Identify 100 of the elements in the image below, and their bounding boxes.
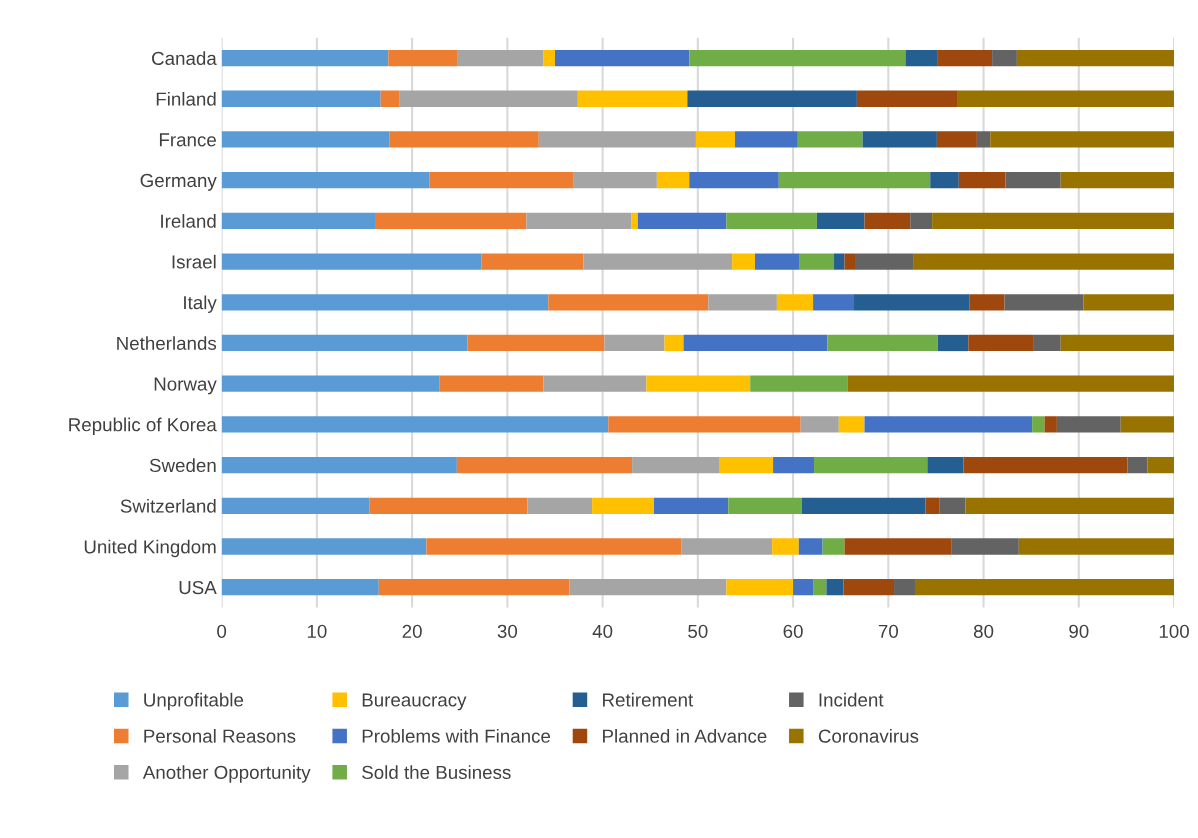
y-tick-label: Ireland [161, 214, 216, 228]
bar [937, 334, 969, 352]
bar [726, 212, 817, 230]
bar [687, 90, 857, 107]
y-tick-label: USA [179, 580, 217, 595]
bar [814, 456, 928, 474]
bar [221, 579, 379, 596]
bar [583, 253, 733, 270]
bar [855, 253, 914, 270]
bar [992, 49, 1017, 67]
x-tick-label: 70 [878, 624, 899, 638]
bar [1033, 334, 1061, 352]
legend-label: Retirement [603, 692, 694, 707]
bar [965, 497, 1175, 514]
bar [913, 253, 1175, 270]
bar [1004, 294, 1084, 311]
bar [728, 497, 802, 514]
bar [778, 172, 931, 189]
bar [958, 172, 1006, 189]
bar [813, 579, 827, 596]
bar [932, 212, 1175, 230]
bar [221, 172, 430, 189]
bar [834, 253, 845, 270]
bar [990, 131, 1175, 148]
bar [221, 294, 549, 311]
bar [838, 416, 865, 433]
x-tick-label: 0 [217, 624, 227, 638]
legend-label: Planned in Advance [603, 729, 767, 743]
bar [221, 131, 390, 148]
bar [816, 212, 865, 230]
y-tick-label: Republic of Korea [69, 417, 217, 436]
bar [221, 497, 370, 514]
bar [708, 294, 777, 311]
legend-label: Bureaucracy [362, 693, 467, 711]
bar [734, 131, 798, 148]
bar [608, 416, 801, 433]
legend-label: Incident [819, 692, 884, 707]
bar [1127, 456, 1148, 474]
bar [221, 538, 427, 555]
bar [905, 49, 938, 67]
legend-label: Personal Reasons [144, 729, 296, 743]
bar [221, 375, 440, 392]
bar [637, 212, 727, 230]
bar [969, 294, 1005, 311]
bar [456, 456, 633, 474]
bar [847, 375, 1175, 392]
bar [732, 253, 755, 270]
bar [797, 131, 863, 148]
bar [631, 212, 638, 230]
bar [799, 253, 835, 270]
bar [813, 294, 855, 311]
legend-label: Sold the Business [362, 765, 511, 780]
y-tick-label: Switzerland [120, 499, 216, 513]
bar [843, 579, 895, 596]
bar [726, 579, 794, 596]
bar [844, 538, 952, 555]
bar [1056, 416, 1121, 433]
bar [798, 538, 823, 555]
x-tick-label: 100 [1159, 624, 1189, 638]
bar [1083, 294, 1175, 311]
bar [754, 253, 800, 270]
bar [426, 538, 682, 555]
bar [957, 90, 1175, 107]
bar [826, 579, 844, 596]
bar [221, 49, 389, 67]
bar [664, 334, 684, 352]
bar [554, 49, 690, 67]
bar [221, 90, 381, 107]
bar [927, 456, 964, 474]
bar [1120, 416, 1175, 433]
bar [429, 172, 574, 189]
x-tick-label: 20 [402, 624, 422, 638]
bar [719, 456, 774, 474]
bar [862, 131, 937, 148]
y-tick-label: United Kingdom [84, 539, 216, 558]
bar [976, 131, 991, 148]
bar [936, 131, 977, 148]
y-tick-label: Italy [184, 295, 217, 313]
bar [467, 334, 605, 352]
x-tick-label: 50 [688, 624, 708, 638]
bar [378, 579, 570, 596]
bar [221, 416, 609, 433]
x-tick-label: 30 [497, 624, 518, 638]
x-tick-label: 60 [783, 624, 803, 638]
bar [854, 294, 970, 311]
bar [822, 538, 845, 555]
bar [776, 294, 814, 311]
bar [577, 90, 688, 107]
bar [930, 172, 959, 189]
bar [827, 334, 938, 352]
bar [569, 579, 727, 596]
bar [1032, 416, 1045, 433]
bar [592, 497, 655, 514]
bar [910, 212, 933, 230]
bar [656, 172, 690, 189]
y-tick-label: Israel [172, 254, 216, 269]
bar [801, 497, 926, 514]
bar [1147, 456, 1175, 474]
bar [864, 416, 1033, 433]
legend-label: Another Opportunity [142, 765, 311, 783]
